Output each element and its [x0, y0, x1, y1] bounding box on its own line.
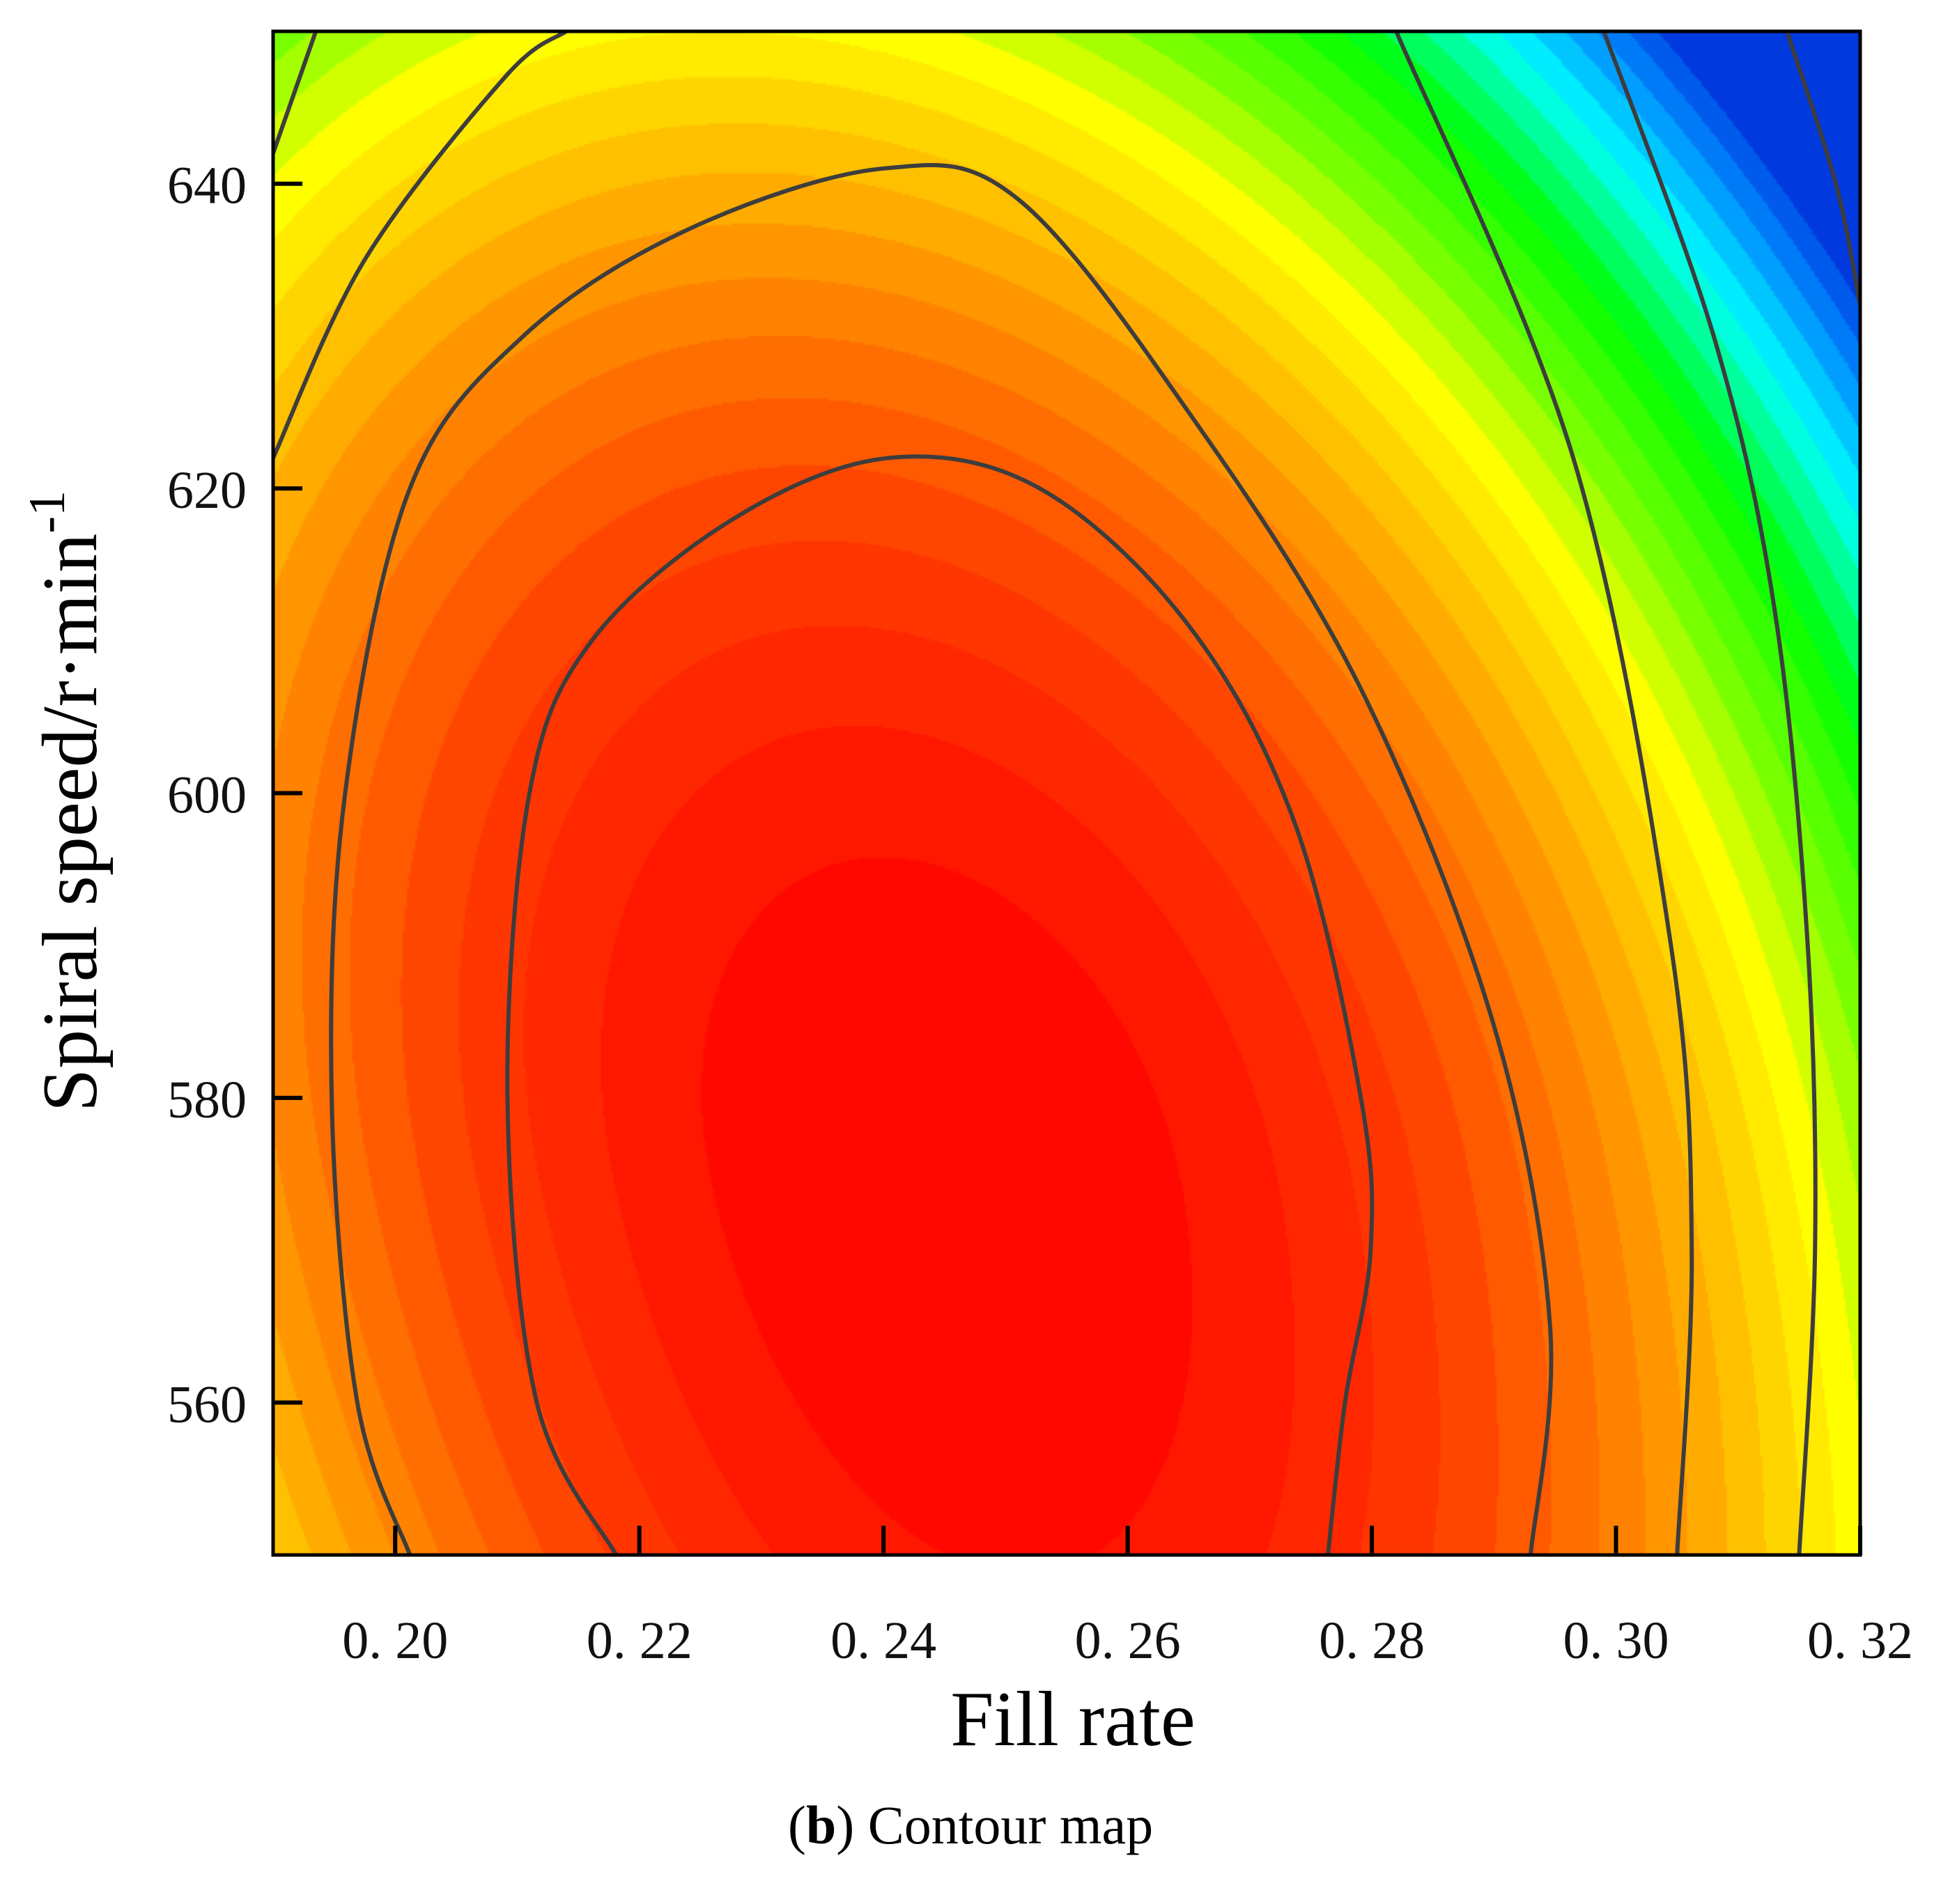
y-axis: 560 580 600 620 640 — [167, 157, 302, 1434]
caption-text: Contour map — [867, 1795, 1154, 1855]
y-tick-label: 640 — [167, 157, 247, 215]
x-axis-title: Fill rate — [950, 1676, 1195, 1763]
caption-letter: b — [805, 1795, 837, 1855]
y-axis-title-superscript: -1 — [19, 490, 76, 534]
x-tick-label: 0. 26 — [1075, 1611, 1181, 1670]
x-axis: 0. 20 0. 22 0. 24 0. 26 0. 28 0. 30 0. 32 — [342, 1526, 1913, 1670]
contour-line-7 — [1785, 31, 1860, 307]
x-tick-label: 0. 32 — [1807, 1611, 1913, 1670]
contour-line-1 — [505, 454, 1375, 1555]
figure-caption: (b) Contour map — [787, 1795, 1154, 1855]
plot-area — [273, 0, 1941, 1555]
y-tick-label: 600 — [167, 766, 247, 825]
x-tick-label: 0. 24 — [830, 1611, 936, 1670]
y-tick-label: 580 — [167, 1071, 247, 1129]
x-tick-label: 0. 22 — [587, 1611, 693, 1670]
contour-line-2 — [329, 162, 1554, 1555]
x-tick-label: 0. 20 — [342, 1611, 448, 1670]
contour-heatmap — [273, 31, 1860, 1555]
y-tick-label: 560 — [167, 1375, 247, 1434]
y-tick-label: 620 — [167, 461, 247, 520]
contour-line-5 — [273, 31, 318, 154]
contour-line-8 — [1860, 0, 1941, 114]
contour-line-4 — [1394, 31, 1694, 1555]
x-tick-label: 0. 28 — [1319, 1611, 1425, 1670]
contour-line-3 — [273, 31, 568, 459]
x-tick-label: 0. 30 — [1563, 1611, 1669, 1670]
contour-lines — [273, 0, 1941, 1555]
y-axis-title-main: Spiral speed/r·min — [27, 534, 114, 1112]
y-axis-title: Spiral speed/r·min-1 — [19, 490, 114, 1112]
contour-line-6 — [1602, 31, 1818, 1555]
